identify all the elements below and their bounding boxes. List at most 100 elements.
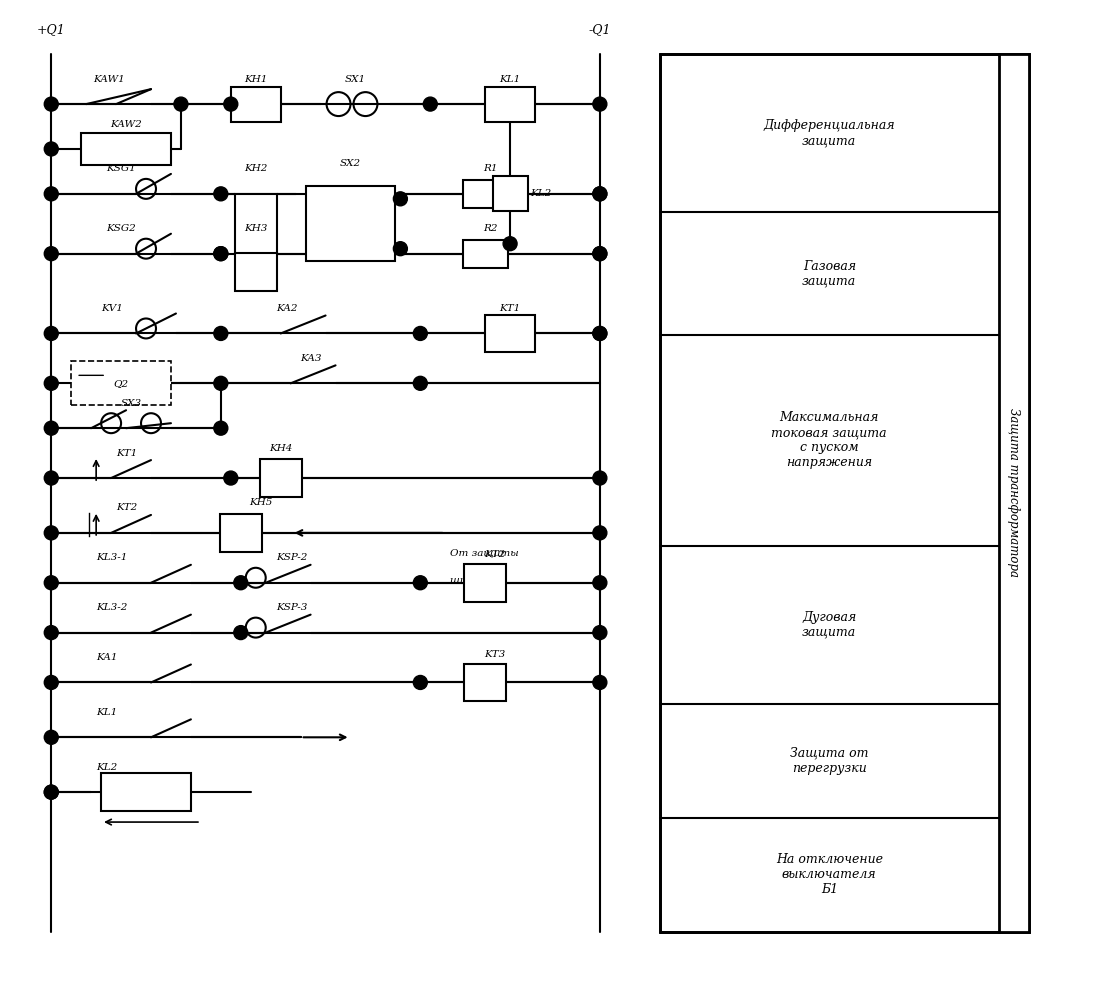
Circle shape [393,242,408,256]
Circle shape [45,376,58,390]
Circle shape [45,471,58,485]
Text: Максимальная
токовая защита
с пуском
напряжения: Максимальная токовая защита с пуском нап… [772,411,888,469]
Circle shape [413,675,427,689]
Text: SX1: SX1 [345,75,366,84]
Circle shape [214,247,227,260]
FancyBboxPatch shape [306,187,396,261]
Text: KA1: KA1 [96,653,118,662]
Circle shape [592,576,607,590]
Text: KSP-2: KSP-2 [275,553,307,562]
Text: KL1: KL1 [500,75,520,84]
FancyBboxPatch shape [465,564,506,602]
Circle shape [214,421,227,435]
Circle shape [45,142,58,156]
Text: KA3: KA3 [299,354,321,363]
Circle shape [592,625,607,640]
Circle shape [224,471,238,485]
Text: На отключение
выключателя
Б1: На отключение выключателя Б1 [776,853,883,896]
Text: KAW2: KAW2 [110,120,142,129]
Text: шин 10кВ: шин 10кВ [450,576,504,585]
Text: KSP-3: KSP-3 [275,604,307,612]
Circle shape [214,187,227,201]
Text: KSG1: KSG1 [106,164,136,173]
Circle shape [592,326,607,340]
Circle shape [413,326,427,340]
Text: KA2: KA2 [275,304,297,313]
Text: R2: R2 [483,224,497,233]
FancyBboxPatch shape [465,664,506,702]
Circle shape [413,576,427,590]
Text: KH3: KH3 [244,224,268,233]
FancyBboxPatch shape [660,54,1029,932]
Text: От защиты: От защиты [450,549,519,557]
Text: KL3-2: KL3-2 [96,604,128,612]
Text: KT1: KT1 [500,304,520,313]
Text: KT1: KT1 [116,448,138,458]
Circle shape [234,576,248,590]
Circle shape [413,376,427,390]
FancyBboxPatch shape [485,315,536,352]
FancyBboxPatch shape [231,87,281,122]
Circle shape [592,675,607,689]
FancyBboxPatch shape [81,133,171,165]
Circle shape [592,97,607,111]
FancyBboxPatch shape [102,774,191,811]
Circle shape [592,247,607,260]
FancyBboxPatch shape [71,362,171,405]
Text: KL2: KL2 [96,763,117,772]
Text: +Q1: +Q1 [37,23,66,35]
Circle shape [592,471,607,485]
Circle shape [45,730,58,744]
FancyBboxPatch shape [485,87,536,122]
Circle shape [214,326,227,340]
Circle shape [234,625,248,640]
Circle shape [592,187,607,201]
Text: -Q1: -Q1 [589,23,611,35]
Circle shape [45,247,58,260]
FancyBboxPatch shape [462,240,507,267]
Text: SX3: SX3 [120,399,142,408]
Circle shape [45,675,58,689]
Circle shape [592,526,607,540]
FancyBboxPatch shape [220,514,261,551]
Circle shape [592,187,607,201]
Text: KH1: KH1 [244,75,268,84]
Text: KT2: KT2 [116,503,138,512]
Text: KV1: KV1 [102,304,124,313]
Circle shape [45,421,58,435]
Text: Q2: Q2 [114,378,129,388]
Circle shape [45,187,58,201]
Text: SX2: SX2 [340,159,361,168]
Circle shape [45,785,58,799]
Text: Дифференциальная
защита: Дифференциальная защита [764,119,895,147]
Text: KL2: KL2 [530,190,551,199]
FancyBboxPatch shape [235,194,277,254]
Text: KH5: KH5 [249,498,272,507]
Text: KL3-1: KL3-1 [96,553,128,562]
Circle shape [592,247,607,260]
FancyBboxPatch shape [493,176,528,211]
Circle shape [45,625,58,640]
Circle shape [45,97,58,111]
Text: Защита трансформатора: Защита трансформатора [1008,409,1020,577]
Text: KAW1: KAW1 [93,75,125,84]
FancyBboxPatch shape [462,180,507,207]
Circle shape [224,97,238,111]
Text: Газовая
защита: Газовая защита [802,260,857,288]
Text: KL1: KL1 [96,708,117,717]
Text: Защита от
перегрузки: Защита от перегрузки [790,747,869,775]
Circle shape [214,376,227,390]
FancyBboxPatch shape [235,253,277,291]
Circle shape [592,326,607,340]
Circle shape [214,247,227,260]
Text: KH2: KH2 [244,164,268,173]
Circle shape [45,326,58,340]
Circle shape [393,192,408,205]
Text: R1: R1 [483,164,497,173]
Circle shape [174,97,188,111]
Text: KT3: KT3 [484,650,506,659]
Circle shape [423,97,437,111]
Text: KT2: KT2 [484,550,506,559]
Text: KSG2: KSG2 [106,224,136,233]
Circle shape [503,237,517,251]
